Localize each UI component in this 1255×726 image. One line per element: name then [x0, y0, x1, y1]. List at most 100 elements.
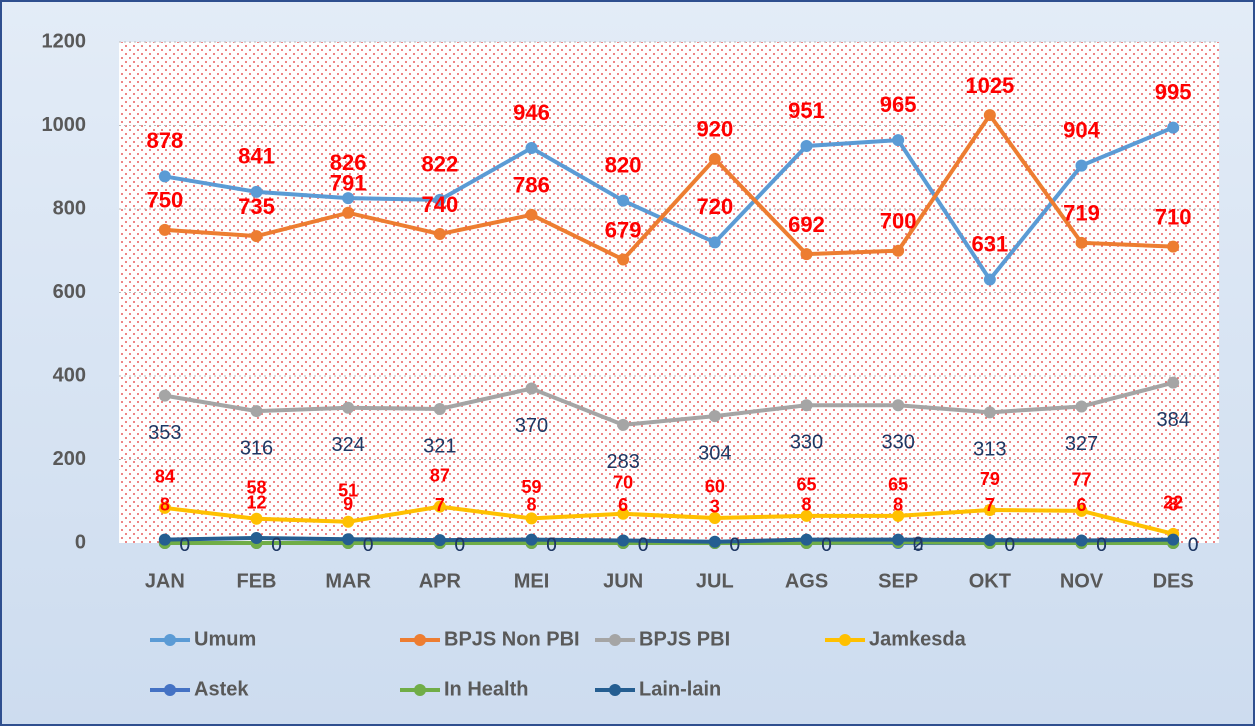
x-tick-label: FEB — [237, 570, 277, 592]
data-label: 720 — [696, 194, 733, 219]
legend-marker — [164, 684, 176, 696]
data-label: 920 — [696, 117, 733, 142]
data-label: 692 — [788, 212, 825, 237]
data-point — [1075, 236, 1088, 249]
data-label: 0 — [271, 535, 282, 556]
data-label: 0 — [638, 535, 649, 556]
data-label: 750 — [146, 188, 183, 213]
data-point — [250, 531, 263, 544]
data-point — [708, 236, 721, 249]
x-tick-label: AGS — [785, 570, 828, 592]
data-point — [433, 534, 446, 547]
data-label: 2 — [913, 534, 924, 555]
data-point — [525, 512, 538, 525]
data-label: 12 — [246, 493, 266, 513]
data-label: 0 — [1188, 535, 1199, 556]
data-label: 995 — [1155, 79, 1192, 104]
x-tick-label: APR — [419, 570, 462, 592]
data-label: 700 — [880, 209, 917, 234]
data-label: 951 — [788, 98, 825, 123]
data-point — [1167, 533, 1180, 546]
legend-marker — [609, 634, 621, 646]
data-point — [617, 507, 630, 520]
data-label: 0 — [821, 535, 832, 556]
data-point — [617, 194, 630, 207]
data-label: 878 — [146, 128, 183, 153]
data-point — [342, 515, 355, 528]
data-label: 65 — [888, 475, 908, 495]
data-point — [525, 382, 538, 395]
data-label: 0 — [1096, 535, 1107, 556]
data-label: 22 — [1163, 493, 1183, 513]
data-point — [525, 142, 538, 155]
data-label: 3 — [710, 496, 720, 516]
data-point — [250, 185, 263, 198]
data-point — [892, 134, 905, 147]
data-point — [983, 534, 996, 547]
data-point — [158, 389, 171, 402]
data-point — [433, 228, 446, 241]
data-label: 6 — [618, 495, 628, 515]
series-line — [164, 535, 1174, 544]
data-label: 7 — [435, 495, 445, 515]
data-point — [892, 399, 905, 412]
data-label: 58 — [246, 478, 266, 498]
data-label: 0 — [730, 535, 741, 556]
data-point — [800, 509, 813, 522]
data-point — [525, 208, 538, 221]
data-point — [433, 500, 446, 513]
data-point — [1075, 534, 1088, 547]
data-label: 84 — [155, 467, 175, 487]
data-label: 1025 — [965, 73, 1014, 98]
data-label: 0 — [821, 535, 832, 556]
data-label: 719 — [1063, 201, 1100, 226]
x-tick-label: JUL — [696, 570, 734, 592]
legend-label: Jamkesda — [869, 628, 967, 650]
data-point — [250, 512, 263, 525]
data-label: 740 — [421, 192, 458, 217]
data-label: 8 — [160, 494, 170, 514]
data-point — [525, 533, 538, 546]
data-label: 330 — [881, 432, 914, 454]
data-label: 0 — [363, 535, 374, 556]
legend-label: In Health — [444, 678, 528, 700]
data-label: 59 — [521, 477, 541, 497]
data-label: 820 — [605, 152, 642, 177]
series-line — [164, 380, 1174, 427]
data-label: 0 — [363, 535, 374, 556]
data-label: 735 — [238, 194, 275, 219]
legend-marker — [414, 634, 426, 646]
legend-marker — [609, 684, 621, 696]
data-label: 904 — [1063, 117, 1100, 142]
y-tick-label: 1000 — [42, 114, 87, 136]
data-label: 826 — [330, 150, 367, 175]
data-label: 316 — [240, 437, 273, 459]
data-label: 6 — [1076, 495, 1086, 515]
data-label: 965 — [880, 92, 917, 117]
data-point — [983, 273, 996, 286]
y-tick-label: 600 — [53, 281, 86, 303]
data-point — [708, 410, 721, 423]
data-point — [342, 401, 355, 414]
data-label: 0 — [455, 535, 466, 556]
data-label: 330 — [790, 432, 823, 454]
data-label: 0 — [455, 535, 466, 556]
data-label: 304 — [698, 442, 731, 464]
data-label: 370 — [515, 415, 548, 437]
data-label: 0 — [180, 535, 191, 556]
series-line — [164, 125, 1174, 283]
data-label: 60 — [705, 477, 725, 497]
legend-marker — [839, 634, 851, 646]
data-point — [342, 192, 355, 205]
data-label: 822 — [421, 152, 458, 177]
data-point — [708, 535, 721, 548]
data-point — [800, 248, 813, 261]
data-label: 710 — [1155, 204, 1192, 229]
x-tick-label: SEP — [878, 570, 918, 592]
data-label: 0 — [180, 535, 191, 556]
data-label: 8 — [893, 494, 903, 514]
data-point — [158, 501, 171, 514]
data-label: 0 — [638, 535, 649, 556]
y-tick-label: 0 — [75, 531, 86, 553]
